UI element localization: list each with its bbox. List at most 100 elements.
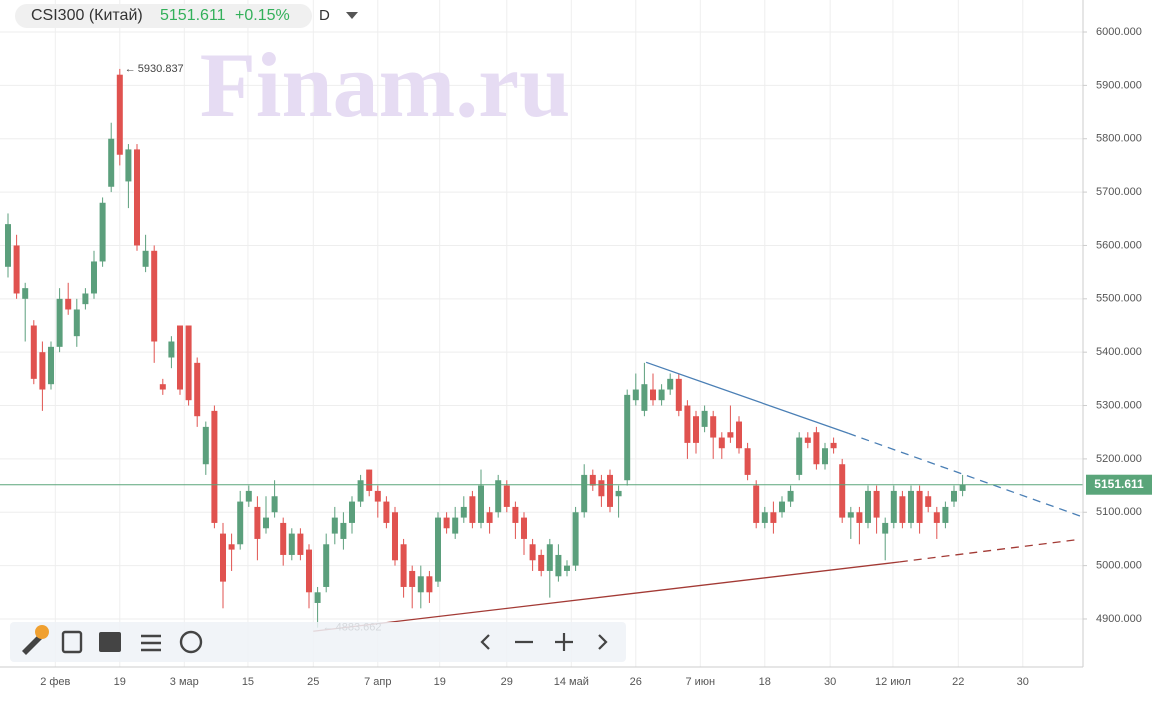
candle-body <box>400 544 407 587</box>
y-tick-label: 5700.000 <box>1096 186 1142 198</box>
trendline <box>645 361 849 434</box>
candle-body <box>813 432 820 465</box>
candle-body <box>856 512 863 523</box>
settings-tool[interactable] <box>141 634 161 652</box>
candle-body <box>925 496 932 507</box>
candle-body <box>82 293 89 305</box>
candle-body <box>348 501 355 523</box>
candle-body <box>512 506 519 523</box>
candle-body <box>469 496 476 523</box>
candle-body <box>151 250 158 342</box>
candle-body <box>675 378 682 411</box>
candle-body <box>864 490 871 523</box>
list-tool[interactable] <box>61 630 83 654</box>
interval[interactable]: D <box>319 7 330 24</box>
candle-body <box>950 490 957 502</box>
candle-body <box>228 544 235 550</box>
x-tick-label: 19 <box>434 676 446 688</box>
candle-body <box>271 496 278 513</box>
candle-body <box>770 512 777 523</box>
candle-body <box>847 512 854 518</box>
candle-body <box>47 346 54 385</box>
candle-body <box>245 490 252 502</box>
candle-body <box>839 464 846 518</box>
y-tick-label: 5000.000 <box>1096 560 1142 572</box>
candle-body <box>125 149 132 182</box>
extreme-label: 5930.837 <box>138 63 184 75</box>
candle-body <box>907 490 914 523</box>
zoom-in[interactable] <box>555 633 573 651</box>
candle-body <box>383 501 390 523</box>
candle-body <box>73 309 80 337</box>
toolbar <box>10 622 626 662</box>
header-pill <box>15 4 312 28</box>
x-tick-label: 30 <box>824 676 836 688</box>
candle-body <box>546 544 553 571</box>
candle-body <box>503 485 510 507</box>
candle-body <box>933 512 940 523</box>
candle-body <box>710 416 717 438</box>
candle-body <box>821 448 828 465</box>
candle-body <box>942 506 949 523</box>
candle-body <box>641 384 648 411</box>
candle-body <box>219 533 226 582</box>
candle-body <box>684 405 691 443</box>
candle-body <box>340 522 347 539</box>
candle-body <box>744 448 751 475</box>
candle-body <box>176 325 183 390</box>
candle-body <box>168 341 175 358</box>
candle-body <box>718 437 725 449</box>
grid <box>0 0 1083 667</box>
interval-dropdown[interactable] <box>346 12 358 19</box>
price-label-bg <box>1086 474 1152 495</box>
reset-tool[interactable] <box>179 630 203 654</box>
candle-body <box>56 298 63 347</box>
x-tick-label: 2 фев <box>40 676 70 688</box>
badge <box>35 625 49 639</box>
candle-body <box>890 490 897 523</box>
candle-body <box>701 410 708 427</box>
candle-body <box>778 501 785 513</box>
candle-body <box>460 506 467 518</box>
x-tick-label: 14 май <box>554 676 589 688</box>
draw-tool[interactable] <box>22 635 42 655</box>
candle-body <box>288 533 295 555</box>
candle-body <box>194 362 201 417</box>
candle-body <box>882 522 889 534</box>
toolbar-bg <box>10 622 626 662</box>
candle-body <box>4 224 11 267</box>
scroll-right[interactable] <box>598 634 608 650</box>
candle-body <box>108 138 115 187</box>
x-tick-label: 7 апр <box>364 676 391 688</box>
y-tick-label: 6000.000 <box>1096 26 1142 38</box>
y-tick-label: 5400.000 <box>1096 346 1142 358</box>
candle-body <box>280 522 287 555</box>
candle-body <box>477 485 484 523</box>
candle-body <box>452 517 459 534</box>
scroll-left[interactable] <box>480 634 490 650</box>
candle-body <box>90 261 97 294</box>
candle-body <box>589 474 596 486</box>
add-tool[interactable] <box>99 632 121 652</box>
candle-body <box>761 512 768 523</box>
candle-body <box>572 512 579 566</box>
price-label: 5151.611 <box>1094 477 1144 491</box>
candle-body <box>211 410 218 523</box>
y-tick-label: 5500.000 <box>1096 293 1142 305</box>
candle-body <box>426 576 433 593</box>
y-tick-label: 5200.000 <box>1096 453 1142 465</box>
y-tick-label: 5100.000 <box>1096 506 1142 518</box>
x-tick-label: 19 <box>114 676 126 688</box>
candle-body <box>649 389 656 401</box>
y-tick-label: 5900.000 <box>1096 79 1142 91</box>
axes: 4900.000 5000.000 5100.000 5200.000 5300.000… <box>40 26 1152 688</box>
x-tick-label: 22 <box>952 676 964 688</box>
x-tick-label: 12 июл <box>875 676 911 688</box>
candle-body <box>538 554 545 571</box>
candle-body <box>667 378 674 390</box>
candle-body <box>323 544 330 587</box>
candle-body <box>65 298 72 310</box>
candle-body <box>159 384 166 390</box>
